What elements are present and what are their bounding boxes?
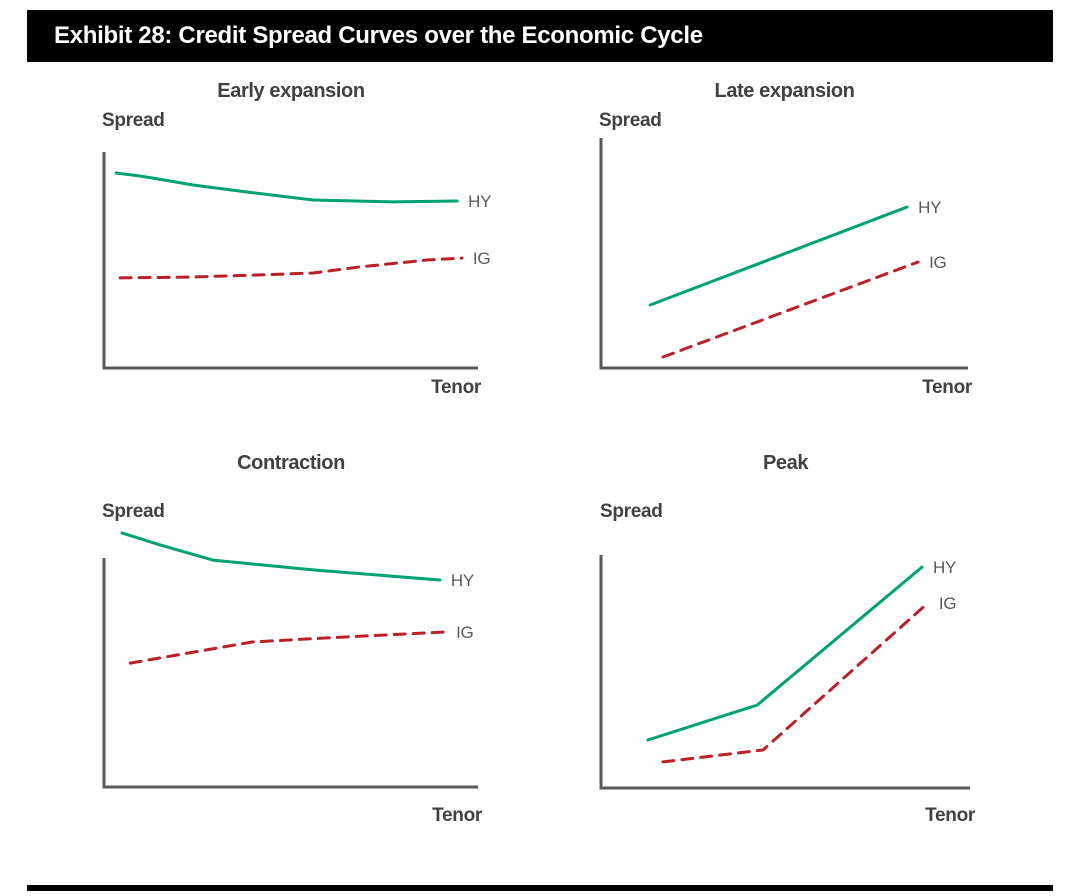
chart-peak: HY IG	[599, 555, 970, 790]
axes	[102, 152, 478, 370]
y-axis-label-contraction: Spread	[102, 501, 165, 522]
x-axis-label-late-expansion: Tenor	[922, 377, 972, 398]
series-line-hy	[646, 565, 924, 742]
series-label-ig: IG	[473, 249, 490, 268]
y-axis-label-peak: Spread	[600, 501, 663, 522]
exhibit-title-bar: Exhibit 28: Credit Spread Curves over th…	[27, 10, 1053, 62]
series-line-ig	[128, 630, 447, 665]
exhibit-title: Exhibit 28: Credit Spread Curves over th…	[54, 22, 703, 49]
series-line-hy	[114, 171, 459, 204]
x-axis-label-early-expansion: Tenor	[431, 377, 481, 398]
series-label-ig: IG	[939, 594, 956, 613]
chart-early-expansion: HY IG	[102, 152, 491, 370]
series-line-hy	[120, 531, 442, 582]
series-label-hy: HY	[933, 558, 956, 577]
axes	[102, 558, 478, 789]
chart-title-contraction: Contraction	[237, 452, 345, 474]
series-label-hy: HY	[918, 198, 941, 217]
series-line-ig	[661, 601, 930, 764]
series-label-ig: IG	[929, 253, 946, 272]
chart-contraction: HY IG	[102, 531, 478, 789]
chart-title-late-expansion: Late expansion	[714, 80, 855, 102]
x-axis-label-contraction: Tenor	[432, 805, 482, 826]
x-axis-label-peak: Tenor	[925, 805, 975, 826]
footer-rule	[27, 885, 1053, 891]
chart-title-peak: Peak	[762, 452, 809, 474]
chart-title-early-expansion: Early expansion	[217, 80, 365, 102]
axes	[599, 555, 970, 790]
series-label-hy: HY	[468, 192, 491, 211]
y-axis-label-early-expansion: Spread	[102, 110, 165, 131]
series-line-ig	[661, 260, 920, 359]
series-line-hy	[648, 205, 909, 307]
chart-late-expansion: HY IG	[599, 138, 968, 370]
y-axis-label-late-expansion: Spread	[599, 110, 662, 131]
series-line-ig	[118, 256, 464, 280]
series-label-hy: HY	[451, 571, 474, 590]
axes	[599, 138, 968, 370]
series-label-ig: IG	[456, 623, 473, 642]
